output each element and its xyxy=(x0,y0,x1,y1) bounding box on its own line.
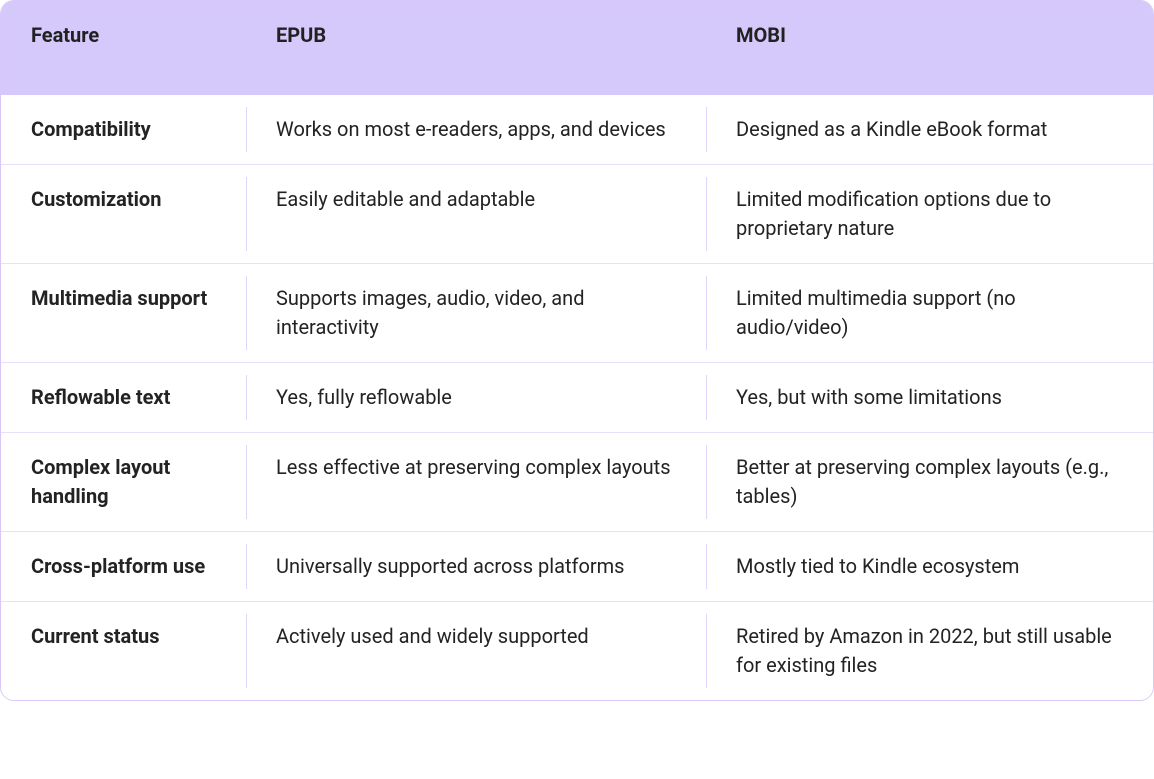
comparison-table: Feature EPUB MOBI Compatibility Works on… xyxy=(0,0,1154,701)
table-row: Reflowable text Yes, fully reflowable Ye… xyxy=(1,362,1153,432)
column-header-epub: EPUB xyxy=(246,23,706,47)
table-row: Customization Easily editable and adapta… xyxy=(1,164,1153,263)
cell-feature: Current status xyxy=(1,602,246,700)
table-body: Compatibility Works on most e-readers, a… xyxy=(1,95,1153,700)
cell-feature: Compatibility xyxy=(1,95,246,164)
cell-epub: Easily editable and adaptable xyxy=(246,165,706,263)
cell-mobi: Limited modification options due to prop… xyxy=(706,165,1153,263)
cell-feature: Complex layout handling xyxy=(1,433,246,531)
cell-feature: Multimedia support xyxy=(1,264,246,362)
cell-epub: Works on most e-readers, apps, and devic… xyxy=(246,95,706,164)
table-row: Multimedia support Supports images, audi… xyxy=(1,263,1153,362)
column-header-mobi: MOBI xyxy=(706,23,1153,47)
cell-feature: Cross-platform use xyxy=(1,532,246,601)
cell-mobi: Better at preserving complex layouts (e.… xyxy=(706,433,1153,531)
cell-epub: Supports images, audio, video, and inter… xyxy=(246,264,706,362)
cell-epub: Actively used and widely supported xyxy=(246,602,706,700)
column-header-feature: Feature xyxy=(1,23,246,47)
cell-mobi: Retired by Amazon in 2022, but still usa… xyxy=(706,602,1153,700)
cell-feature: Reflowable text xyxy=(1,363,246,432)
cell-mobi: Designed as a Kindle eBook format xyxy=(706,95,1153,164)
cell-feature: Customization xyxy=(1,165,246,263)
table-row: Complex layout handling Less effective a… xyxy=(1,432,1153,531)
table-header-row: Feature EPUB MOBI xyxy=(1,1,1153,95)
cell-epub: Less effective at preserving complex lay… xyxy=(246,433,706,531)
cell-mobi: Yes, but with some limitations xyxy=(706,363,1153,432)
cell-epub: Universally supported across platforms xyxy=(246,532,706,601)
cell-mobi: Limited multimedia support (no audio/vid… xyxy=(706,264,1153,362)
cell-mobi: Mostly tied to Kindle ecosystem xyxy=(706,532,1153,601)
table-row: Compatibility Works on most e-readers, a… xyxy=(1,95,1153,164)
cell-epub: Yes, fully reflowable xyxy=(246,363,706,432)
table-row: Current status Actively used and widely … xyxy=(1,601,1153,700)
table-row: Cross-platform use Universally supported… xyxy=(1,531,1153,601)
